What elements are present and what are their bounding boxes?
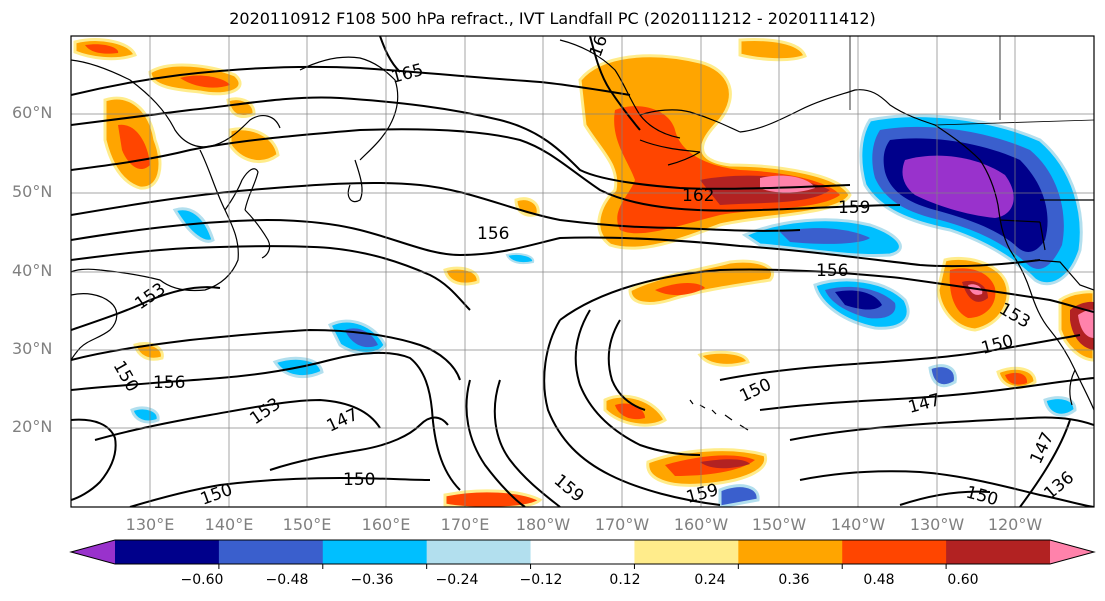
map-title: 2020110912 F108 500 hPa refract., IVT La…	[229, 9, 876, 28]
graticule	[71, 36, 1094, 507]
colorbar-tick-label: −0.60	[180, 572, 224, 588]
map-frame	[70, 35, 1095, 508]
lon-label: 150°E	[282, 515, 332, 534]
colorbar-segment	[115, 540, 220, 564]
lon-label: 130°W	[909, 515, 965, 534]
lon-label: 140°E	[204, 515, 254, 534]
colorbar-tick-label: 0.60	[947, 572, 979, 588]
contour-label: 159	[838, 198, 870, 218]
lon-label: 160°W	[673, 515, 729, 534]
colorbar-ticks	[218, 564, 947, 569]
colorbar-segment	[634, 540, 739, 564]
colorbar-segment	[218, 540, 324, 564]
lat-label: 30°N	[12, 339, 53, 358]
colorbar-outline	[69, 539, 1096, 565]
map-area: 165 162 162 159 156 156 153 150 156 153 …	[71, 36, 1094, 507]
colorbar-tick-label: 0.24	[694, 572, 726, 588]
colorbar-segment	[738, 540, 843, 564]
lon-label: 140°W	[830, 515, 886, 534]
lon-label: 170°E	[440, 515, 490, 534]
colorbar-segment	[946, 540, 1051, 564]
colorbar-extend-high	[1050, 540, 1094, 564]
lon-label: 130°E	[125, 515, 175, 534]
colorbar-tick-label: 0.12	[609, 572, 641, 588]
lat-label: 60°N	[12, 103, 53, 122]
positive-anomaly-shading	[73, 38, 1094, 507]
colorbar-extend-low	[71, 540, 115, 564]
contour-label: 156	[477, 224, 509, 244]
colorbar-segment	[322, 540, 428, 564]
colorbar-tick-label: 0.36	[778, 572, 810, 588]
lon-label: 170°W	[594, 515, 650, 534]
lon-label: 120°W	[987, 515, 1043, 534]
colorbar-tick-label: 0.48	[863, 572, 895, 588]
contour-label: 156	[153, 373, 185, 393]
colorbar-segment	[530, 540, 635, 564]
lat-label: 50°N	[12, 182, 53, 201]
negative-anomaly-shading	[130, 114, 1083, 507]
colorbar-tick-label: −0.36	[350, 572, 394, 588]
colorbar-tick-label: −0.24	[435, 572, 479, 588]
colorbar-tick-label: −0.48	[265, 572, 309, 588]
lon-label: 150°W	[751, 515, 807, 534]
refractivity-contours	[71, 36, 1094, 507]
colorbar-segment	[426, 540, 532, 564]
colorbar-segments	[115, 540, 1051, 564]
lon-label: 160°E	[361, 515, 411, 534]
contour-label: 156	[816, 261, 848, 281]
contour-label: 162	[682, 186, 714, 206]
colorbar	[69, 539, 1096, 569]
lat-label: 40°N	[12, 261, 53, 280]
lat-label: 20°N	[12, 417, 53, 436]
colorbar-segment	[842, 540, 947, 564]
colorbar-tick-label: −0.12	[519, 572, 563, 588]
lon-label: 180°W	[515, 515, 571, 534]
contour-label: 150	[343, 470, 375, 490]
